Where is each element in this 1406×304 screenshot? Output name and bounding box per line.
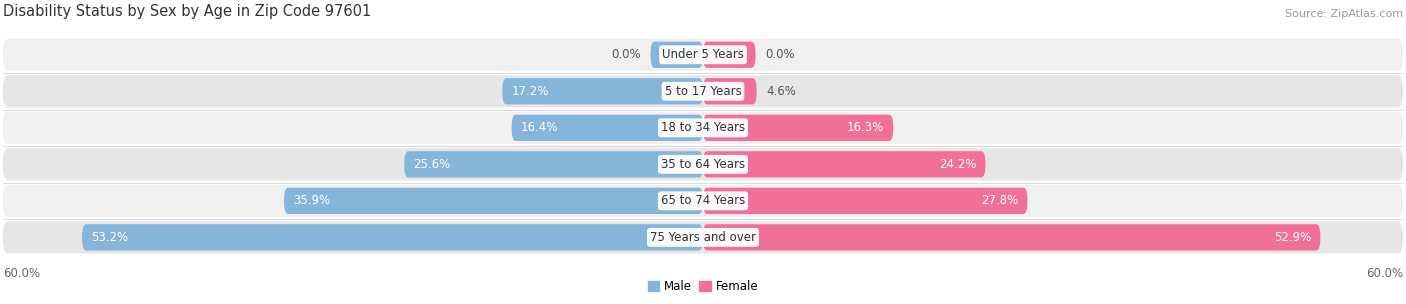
Text: Source: ZipAtlas.com: Source: ZipAtlas.com [1285,9,1403,19]
Text: 4.6%: 4.6% [766,85,796,98]
FancyBboxPatch shape [703,78,756,105]
Text: 16.3%: 16.3% [846,121,884,134]
FancyBboxPatch shape [284,188,703,214]
Text: Disability Status by Sex by Age in Zip Code 97601: Disability Status by Sex by Age in Zip C… [3,4,371,19]
Text: 60.0%: 60.0% [1367,267,1403,280]
FancyBboxPatch shape [703,42,755,68]
FancyBboxPatch shape [3,112,1403,144]
Text: 65 to 74 Years: 65 to 74 Years [661,194,745,207]
Text: 16.4%: 16.4% [522,121,558,134]
FancyBboxPatch shape [3,221,1403,254]
Text: 0.0%: 0.0% [765,48,794,61]
Text: 24.2%: 24.2% [939,158,976,171]
Text: 17.2%: 17.2% [512,85,548,98]
FancyBboxPatch shape [703,151,986,178]
Legend: Male, Female: Male, Female [643,275,763,298]
FancyBboxPatch shape [3,39,1403,71]
Text: 53.2%: 53.2% [91,231,128,244]
Text: 60.0%: 60.0% [3,267,39,280]
FancyBboxPatch shape [703,224,1320,250]
Text: Under 5 Years: Under 5 Years [662,48,744,61]
Text: 18 to 34 Years: 18 to 34 Years [661,121,745,134]
Text: 27.8%: 27.8% [981,194,1018,207]
FancyBboxPatch shape [512,115,703,141]
Text: 25.6%: 25.6% [413,158,451,171]
FancyBboxPatch shape [3,148,1403,180]
FancyBboxPatch shape [703,115,893,141]
FancyBboxPatch shape [82,224,703,250]
FancyBboxPatch shape [405,151,703,178]
Text: 75 Years and over: 75 Years and over [650,231,756,244]
Text: 52.9%: 52.9% [1274,231,1310,244]
Text: 0.0%: 0.0% [612,48,641,61]
Text: 35.9%: 35.9% [294,194,330,207]
FancyBboxPatch shape [3,75,1403,107]
Text: 5 to 17 Years: 5 to 17 Years [665,85,741,98]
FancyBboxPatch shape [3,185,1403,217]
FancyBboxPatch shape [703,188,1028,214]
FancyBboxPatch shape [502,78,703,105]
Text: 35 to 64 Years: 35 to 64 Years [661,158,745,171]
FancyBboxPatch shape [651,42,703,68]
